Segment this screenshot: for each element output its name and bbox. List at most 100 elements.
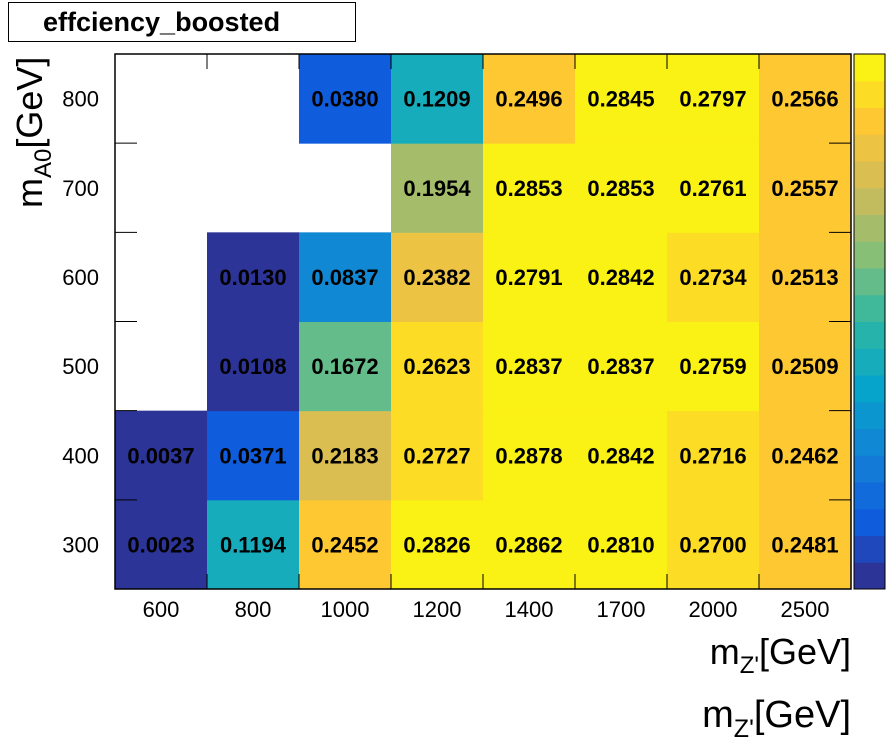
heatmap-cell: [759, 232, 852, 322]
heatmap-cell: [299, 499, 392, 590]
heatmap-cell: [483, 143, 576, 233]
colorbar-segment: [854, 241, 885, 269]
cell-value-label: 0.2862: [495, 532, 562, 557]
cell-value-label: 0.0023: [127, 532, 194, 557]
x-tick-labels: 600 800 1000 1200 1400 1700 2000 2500: [143, 597, 830, 622]
cell-value-label: 0.2452: [311, 532, 378, 557]
cell-value-label: 0.2797: [679, 87, 746, 112]
cell-value-label: 0.2623: [403, 354, 470, 379]
heatmap-cell: [575, 499, 668, 590]
x-tick-label: 1200: [413, 597, 462, 622]
cell-value-label: 0.2566: [771, 87, 838, 112]
heatmap-cell: [667, 321, 760, 412]
cell-value-label: 0.2513: [771, 265, 838, 290]
cell-value-label: 0.2509: [771, 354, 838, 379]
heatmap-cell: [667, 410, 760, 501]
cell-value-label: 0.2481: [771, 532, 838, 557]
colorbar-segment: [854, 80, 885, 108]
x-tick-label: 2000: [689, 597, 738, 622]
heatmap-cell: [759, 143, 852, 233]
cell-value-label: 0.2700: [679, 532, 746, 557]
x-tick-label: 2500: [781, 597, 830, 622]
heatmap-cell: [391, 232, 484, 322]
axis-ticks: [115, 54, 851, 589]
heatmap-cell: [667, 54, 760, 144]
x-tick-label: 600: [143, 597, 180, 622]
heatmap-cell: [575, 54, 668, 144]
cell-value-label: 0.0130: [219, 265, 286, 290]
y-tick-label: 800: [62, 87, 99, 112]
cell-value-label: 0.2716: [679, 443, 746, 468]
cell-value-label: 0.0371: [219, 443, 286, 468]
colorbar-segment: [854, 54, 885, 82]
colorbar-segment: [854, 134, 885, 162]
heatmap-cell: [483, 321, 576, 412]
heatmap-cell: [391, 499, 484, 590]
heatmap-cell: [391, 143, 484, 233]
heatmap-cell: [299, 321, 392, 412]
cell-value-label: 0.2837: [495, 354, 562, 379]
heatmap-cell: [575, 410, 668, 501]
colorbar-segment: [854, 401, 885, 429]
cell-value-label: 0.0037: [127, 443, 194, 468]
cell-value-label: 0.1954: [403, 176, 471, 201]
cell-value-label: 0.0108: [219, 354, 286, 379]
cell-value-label: 0.2837: [587, 354, 654, 379]
y-tick-label: 300: [62, 532, 99, 557]
cell-value-label: 0.2810: [587, 532, 654, 557]
cell-value-label: 0.2462: [771, 443, 838, 468]
heatmap-cell: [207, 410, 300, 501]
cell-value-label: 0.2842: [587, 443, 654, 468]
heatmap-cell: [299, 410, 392, 501]
x-tick-label: 1000: [321, 597, 370, 622]
heatmap-cell: [575, 143, 668, 233]
colorbar-segment: [854, 294, 885, 322]
cell-value-label: 0.2826: [403, 532, 470, 557]
cell-value-label: 0.1209: [403, 87, 470, 112]
y-tick-label: 500: [62, 354, 99, 379]
heatmap-cell: [207, 321, 300, 412]
x-tick-label: 800: [235, 597, 272, 622]
heatmap-cell: [299, 232, 392, 322]
cell-value-label: 0.2791: [495, 265, 562, 290]
x-tick-label: 1400: [505, 597, 554, 622]
heatmap-cell: [759, 321, 852, 412]
colorbar-segment: [854, 321, 885, 349]
chart-title: effciency_boosted: [8, 2, 356, 42]
heatmap-cell: [391, 410, 484, 501]
x-tick-label: 1700: [597, 597, 646, 622]
colorbar-segment: [854, 348, 885, 376]
x-axis-label: mZ'[GeV]: [710, 631, 851, 679]
heatmap-cell: [575, 321, 668, 412]
cell-value-label: 0.2853: [587, 176, 654, 201]
cell-value-label: 0.2878: [495, 443, 562, 468]
cell-value-label: 0.2761: [679, 176, 746, 201]
colorbar-segment: [854, 161, 885, 189]
heatmap-cell: [115, 410, 208, 501]
cell-value-label: 0.2382: [403, 265, 470, 290]
heatmap-cell: [759, 410, 852, 501]
cell-value-label: 0.0380: [311, 87, 378, 112]
heatmap-cell: [483, 232, 576, 322]
cell-labels: 0.0023 0.1194 0.2452 0.2826 0.2862 0.2810 0.27…: [127, 87, 838, 558]
cell-value-label: 0.1672: [311, 354, 378, 379]
y-axis-label: mA0[GeV]: [9, 57, 57, 208]
heatmap-cell: [207, 232, 300, 322]
cell-value-label: 0.0837: [311, 265, 378, 290]
heatmap-cell: [483, 410, 576, 501]
colorbar-segment: [854, 535, 885, 563]
colorbar-segment: [854, 455, 885, 483]
colorbar-frame: [853, 53, 886, 590]
heatmap-cells: [115, 54, 852, 590]
heatmap-cell: [667, 232, 760, 322]
cell-value-label: 0.2845: [587, 87, 654, 112]
cell-value-label: 0.2853: [495, 176, 562, 201]
heatmap-cell: [483, 499, 576, 590]
y-tick-label: 700: [62, 176, 99, 201]
heatmap-cell: [667, 499, 760, 590]
x-axis-label-secondary: mZ'[GeV]: [702, 694, 851, 742]
colorbar-segment: [854, 562, 885, 590]
colorbar-segment: [854, 187, 885, 215]
y-tick-labels: 300 400 500 600 700 800: [62, 87, 99, 558]
heatmap-cell: [667, 143, 760, 233]
